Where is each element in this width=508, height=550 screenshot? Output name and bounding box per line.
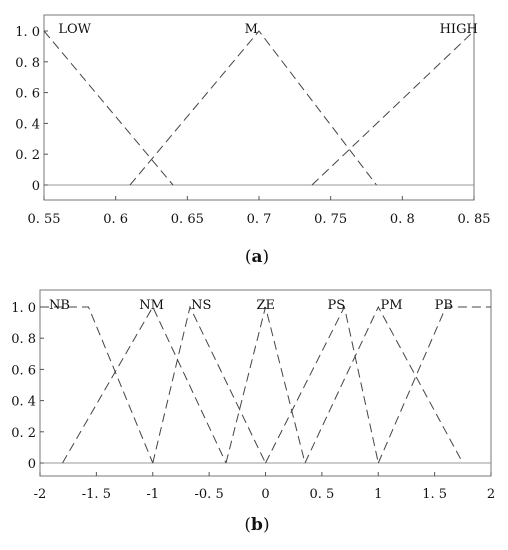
x-tick-label: -2	[34, 487, 47, 502]
x-tick-label: -1	[146, 487, 159, 502]
series-label-ns: NS	[191, 298, 211, 313]
series-line-ns	[152, 305, 266, 464]
y-tick-label: 1. 0	[11, 301, 36, 316]
series-line-ze	[225, 306, 306, 464]
y-tick-label: 0. 4	[15, 117, 40, 132]
x-tick-label: 1. 5	[422, 487, 447, 502]
series-label-low: LOW	[58, 22, 91, 37]
x-tick-label: 0. 85	[457, 212, 490, 227]
series-label-nm: NM	[139, 298, 164, 313]
x-tick-label: 0. 6	[103, 212, 128, 227]
y-tick-label: 0	[32, 179, 40, 194]
series-line-low	[43, 30, 174, 186]
x-tick-label: 0. 65	[171, 212, 204, 227]
x-tick-label: 0. 8	[390, 212, 415, 227]
y-tick-label: 0. 8	[11, 332, 36, 347]
x-tick-label: -0. 5	[195, 487, 224, 502]
series-label-pm: PM	[381, 298, 403, 313]
series-line-m	[129, 30, 377, 186]
y-tick-label: 0. 4	[11, 395, 36, 410]
x-tick-label: 1	[374, 487, 382, 502]
x-tick-label: 0. 7	[247, 212, 272, 227]
series-label-nb: NB	[49, 298, 70, 313]
chart-panel-b: 0 0. 2 0. 4 0. 6 0. 8 1. 0 -2 -1. 5 -1 -0. 5 0 0. 5…	[11, 289, 495, 535]
series-label-high: HIGH	[440, 22, 478, 37]
series-line-pm	[304, 305, 464, 464]
series-line-pb	[377, 306, 491, 464]
series-label-ze: ZE	[256, 298, 275, 313]
series-line-nb	[40, 306, 154, 464]
x-tick-label: -1. 5	[82, 487, 111, 502]
y-tick-label: 0. 6	[11, 363, 36, 378]
series-line-ps	[265, 305, 379, 464]
panel-caption-letter: a	[251, 247, 262, 267]
y-tick-label: 0. 6	[15, 87, 40, 102]
panel-caption-letter: b	[251, 515, 263, 535]
panel-caption: (b)	[244, 515, 269, 535]
y-tick-label: 0. 2	[11, 426, 36, 441]
series-line-high	[311, 30, 475, 186]
y-tick-label: 0. 2	[15, 148, 40, 163]
x-tick-label: 0. 55	[27, 212, 60, 227]
y-tick-label: 0. 8	[15, 56, 40, 71]
series-label-pb: PB	[435, 298, 453, 313]
y-tick-label: 0	[28, 457, 36, 472]
panel-caption: (a)	[245, 247, 269, 267]
x-tick-label: 0. 75	[314, 212, 347, 227]
series-label-m: M	[245, 22, 258, 37]
y-tick-label: 1. 0	[15, 25, 40, 40]
x-tick-label: 2	[487, 487, 495, 502]
x-tick-label: 0	[261, 487, 269, 502]
plot-frame	[39, 289, 492, 477]
series-label-ps: PS	[328, 298, 346, 313]
series-line-nm	[62, 305, 227, 464]
chart-panel-a: 0 0. 2 0. 4 0. 6 0. 8 1. 0 0. 55 0. 6 0. 65 0. 7 0…	[15, 14, 491, 267]
x-tick-label: 0. 5	[309, 487, 334, 502]
